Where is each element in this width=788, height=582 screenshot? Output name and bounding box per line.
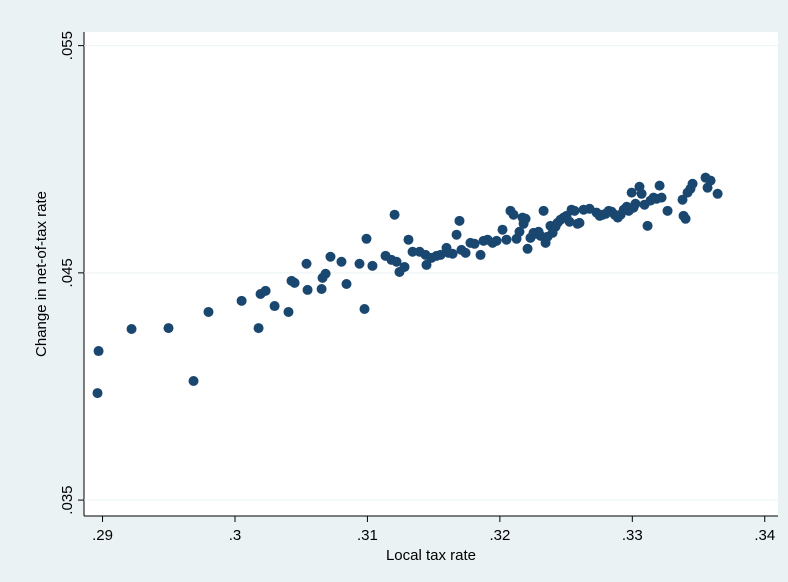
point <box>677 194 688 205</box>
point <box>469 238 480 249</box>
point <box>656 192 667 203</box>
point <box>680 213 691 224</box>
point <box>203 306 214 317</box>
point <box>712 188 723 199</box>
point <box>302 284 313 295</box>
point <box>236 295 247 306</box>
point <box>301 258 312 269</box>
point <box>260 285 271 296</box>
point <box>283 306 294 317</box>
point <box>188 376 199 387</box>
point <box>454 215 465 226</box>
point <box>389 209 400 220</box>
x-tick-label: .31 <box>357 527 378 544</box>
point <box>705 175 716 186</box>
point <box>407 246 418 257</box>
plot-area <box>84 32 778 516</box>
point <box>636 188 647 199</box>
point <box>391 256 402 267</box>
point <box>491 235 502 246</box>
point <box>93 346 104 357</box>
point <box>501 234 512 245</box>
point <box>367 260 378 271</box>
point <box>451 229 462 240</box>
point <box>435 249 446 260</box>
point <box>253 323 264 334</box>
point <box>336 256 347 267</box>
point <box>126 323 137 334</box>
point <box>289 277 300 288</box>
point <box>269 301 280 312</box>
point <box>475 249 486 260</box>
x-tick-label: .33 <box>622 527 643 544</box>
point <box>421 259 432 270</box>
point <box>361 233 372 244</box>
x-tick-label: .34 <box>754 527 775 544</box>
point <box>341 278 352 289</box>
x-tick-label: .3 <box>229 527 242 544</box>
point <box>564 216 575 227</box>
x-tick-label: .32 <box>489 527 510 544</box>
x-tick-label: .29 <box>92 527 113 544</box>
point <box>359 303 370 314</box>
point <box>687 178 698 189</box>
point <box>92 388 103 399</box>
y-tick-label: .035 <box>59 485 76 514</box>
point <box>316 283 327 294</box>
point <box>662 205 673 216</box>
point <box>403 234 414 245</box>
y-tick-label: .045 <box>59 258 76 287</box>
point <box>642 220 653 231</box>
point <box>447 248 458 259</box>
point <box>497 224 508 235</box>
point <box>320 268 331 279</box>
point <box>508 209 519 220</box>
point <box>520 213 531 224</box>
point <box>354 258 365 269</box>
point <box>630 198 641 209</box>
y-axis-title: Change in net-of-tax rate <box>33 191 50 357</box>
x-axis-title: Local tax rate <box>386 547 476 564</box>
point <box>325 251 336 262</box>
point <box>654 180 665 191</box>
point <box>514 226 525 237</box>
point <box>399 261 410 272</box>
point <box>522 243 533 254</box>
point <box>538 205 549 216</box>
point <box>569 205 580 216</box>
point <box>163 323 174 334</box>
point <box>626 187 637 198</box>
point <box>574 217 585 228</box>
y-tick-label: .055 <box>59 31 76 60</box>
point <box>460 247 471 258</box>
